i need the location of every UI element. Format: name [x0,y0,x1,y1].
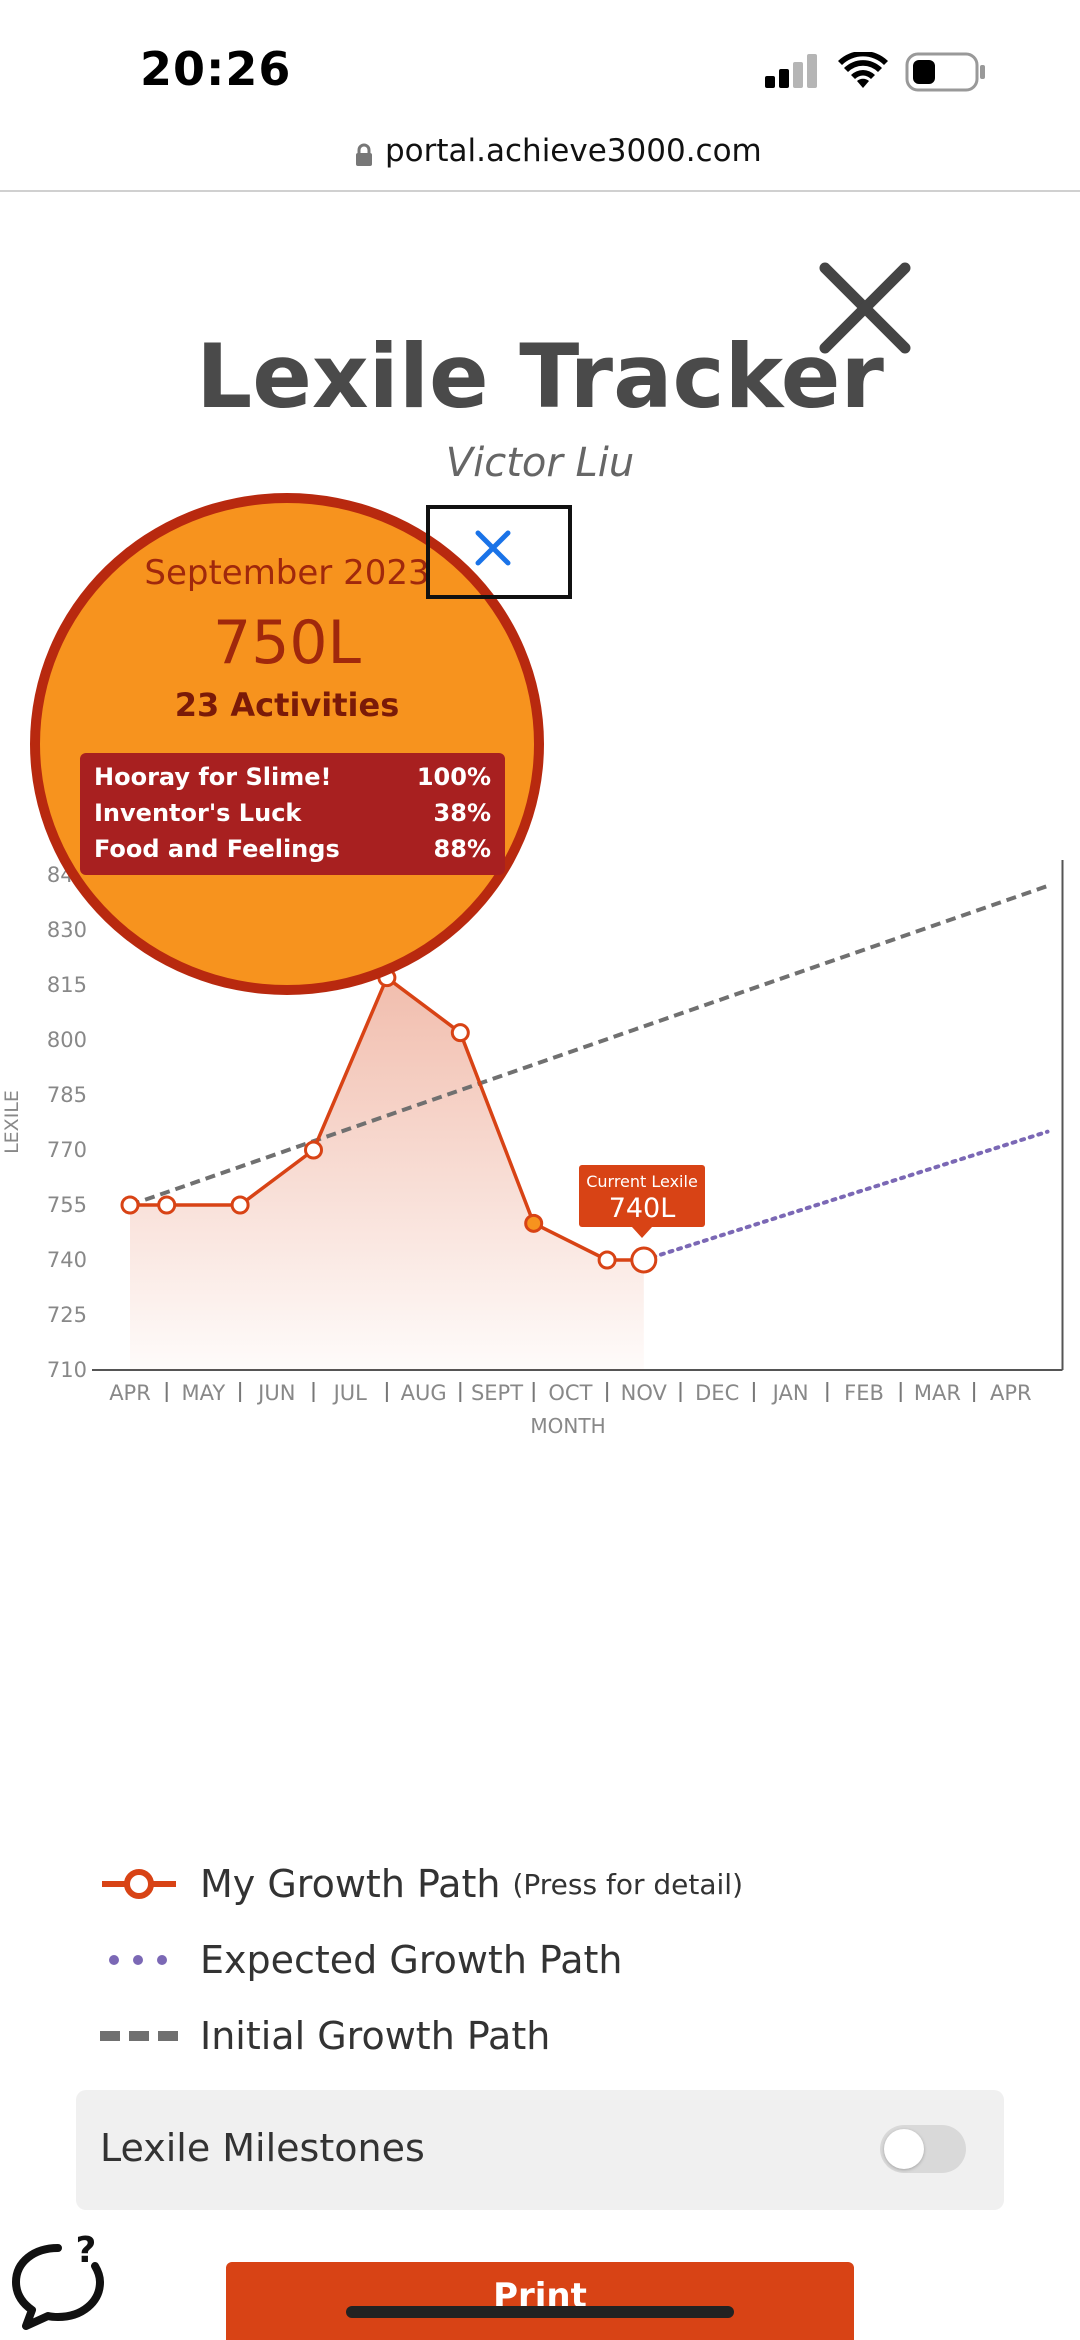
toggle-knob [884,2129,924,2169]
milestones-label: Lexile Milestones [100,2126,425,2170]
y-tick-label: 770 [47,1138,87,1162]
initial-growth-line [129,884,1049,1207]
popup-month: September 2023 [144,553,430,593]
x-tick-label: APR [990,1381,1032,1405]
cellular-signal-icon [765,54,817,88]
y-tick-label: 830 [47,918,87,942]
legend-label: Expected Growth Path [200,1938,623,1982]
page-title: Lexile Tracker [196,325,884,428]
legend-label: My Growth Path [200,1862,501,1906]
activity-name: Hooray for Slime! [94,763,332,791]
x-tick-label: MAR [914,1381,961,1405]
x-tick-label: JUL [332,1381,368,1405]
y-tick-label: 800 [47,1028,87,1052]
x-tick-label: DEC [695,1381,739,1405]
chat-help-icon[interactable]: ? [8,2230,108,2330]
status-time: 20:26 [140,42,292,96]
expected-growth-line [641,1129,1050,1262]
y-axis-label: LEXILE [1,1090,23,1154]
url-text[interactable]: portal.achieve3000.com [385,133,762,169]
data-point [120,1195,140,1215]
activity-list: Hooray for Slime! 100% Inventor's Luck 3… [80,753,505,875]
legend-hint: (Press for detail) [512,1867,744,1901]
y-tick-label: 755 [47,1193,87,1217]
url-bar-divider [0,190,1080,192]
student-name: Victor Liu [445,440,635,486]
activity-score: 38% [433,799,491,827]
data-point [630,1246,658,1274]
x-tick-label: SEPT [471,1381,523,1405]
x-axis-label: MONTH [530,1414,605,1438]
x-tick-label: OCT [548,1381,592,1405]
wifi-icon [838,52,888,88]
legend-my-growth-path[interactable]: My Growth Path (Press for detail) [100,1854,743,1914]
activity-score: 100% [416,763,491,791]
lexile-milestones-row: Lexile Milestones [76,2090,1004,2210]
x-tick-label: MAY [182,1381,226,1405]
activity-name: Inventor's Luck [94,799,302,827]
y-tick-label: 785 [47,1083,87,1107]
popup-close-button[interactable] [426,505,572,599]
data-point [230,1195,250,1215]
battery-icon [905,52,985,92]
print-button[interactable]: Print [226,2262,854,2340]
data-point [157,1195,177,1215]
close-icon[interactable] [470,525,516,571]
expected-growth-path-icon [109,1955,167,1965]
activity-score: 88% [433,835,491,863]
lock-icon [356,143,372,166]
current-lexile-value: 740L [609,1193,676,1224]
growth-area [130,977,644,1370]
svg-text:?: ? [76,2230,97,2271]
x-tick-label: APR [109,1381,151,1405]
data-point [597,1250,617,1270]
month-detail-popup: September 2023 750L 23 Activities Hooray… [30,493,544,995]
initial-growth-path-icon [100,2031,178,2041]
milestones-toggle[interactable] [880,2125,966,2173]
my-growth-path-icon [102,1869,176,1899]
close-icon[interactable] [815,258,915,358]
list-item[interactable]: Inventor's Luck 38% [94,795,491,831]
y-tick-label: 740 [47,1248,87,1272]
y-tick-label: 725 [47,1303,87,1327]
x-tick-label: NOV [621,1381,668,1405]
legend-expected-growth-path: Expected Growth Path [100,1930,622,1990]
data-point [524,1213,544,1233]
x-tick-label: JUN [256,1381,295,1405]
popup-lexile: 750L [213,608,361,678]
y-tick-label: 815 [47,973,87,997]
x-tick-label: AUG [401,1381,447,1405]
data-point [450,1023,470,1043]
legend-initial-growth-path: Initial Growth Path [100,2006,550,2066]
popup-activities-count: 23 Activities [174,686,400,724]
legend-label: Initial Growth Path [200,2014,551,2058]
list-item[interactable]: Food and Feelings 88% [94,831,491,867]
current-lexile-label: Current Lexile [586,1172,698,1191]
activity-name: Food and Feelings [94,835,340,863]
lexile-chart: 710725740755770785800815830845APRMAYJUNJ… [1,860,1064,1438]
list-item[interactable]: Hooray for Slime! 100% [94,759,491,795]
x-tick-label: JAN [771,1381,809,1405]
data-point [304,1140,323,1160]
y-tick-label: 710 [47,1358,87,1382]
home-indicator [346,2306,734,2318]
x-tick-label: FEB [844,1381,884,1405]
current-lexile-marker: Current Lexile 740L [579,1165,705,1238]
